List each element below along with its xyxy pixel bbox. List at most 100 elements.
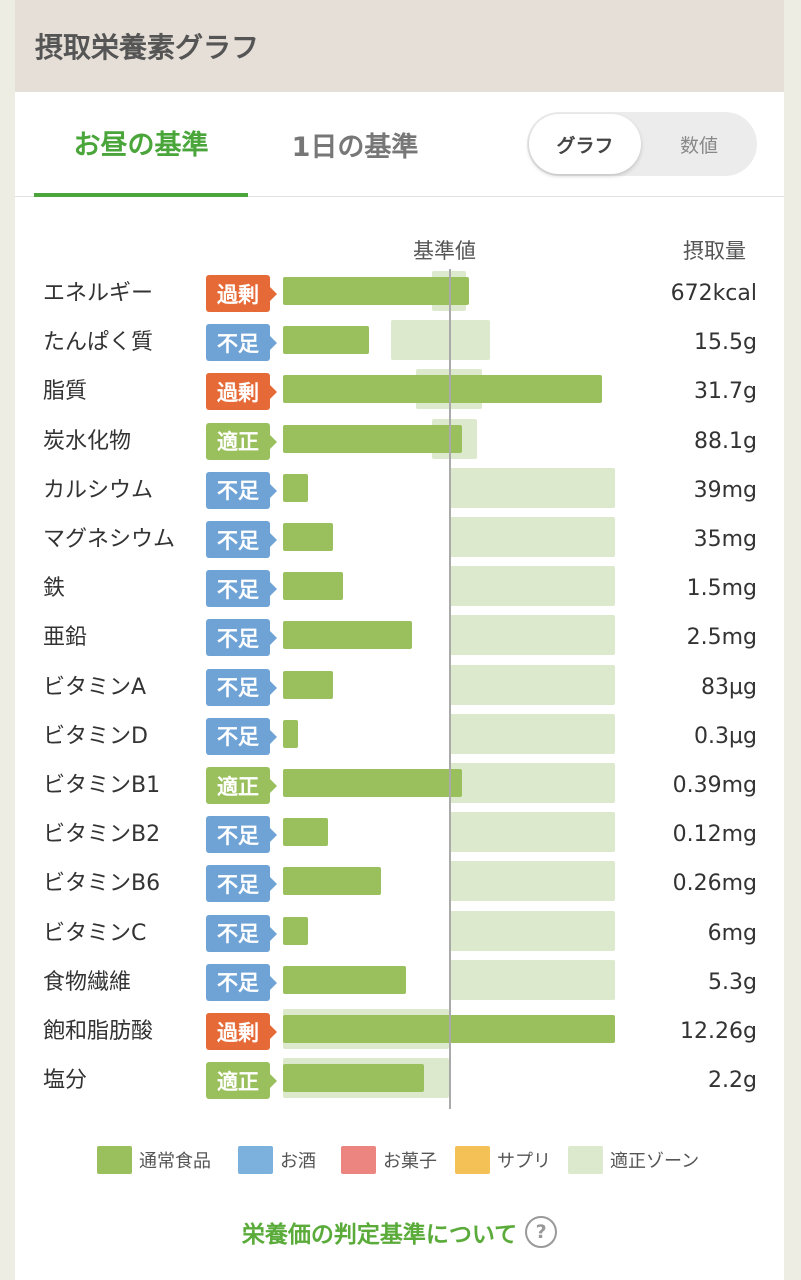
intake-bar <box>283 424 463 453</box>
intake-bar <box>283 326 370 355</box>
legend-item: お酒 <box>238 1143 316 1177</box>
intake-bar <box>283 965 406 994</box>
legend-item: 通常食品 <box>97 1143 211 1177</box>
status-badge: 適正 <box>206 767 277 804</box>
criteria-link[interactable]: 栄養価の判定基準について ? <box>15 1210 784 1254</box>
intake-bar <box>283 818 328 847</box>
view-toggle: グラフ 数値 <box>527 112 757 176</box>
intake-amount: 1.5mg <box>686 576 757 602</box>
status-badge: 不足 <box>206 717 277 755</box>
status-badge: 不足 <box>206 324 277 362</box>
intake-bar <box>283 473 308 502</box>
nutrient-row: ビタミンB2 不足 0.12mg <box>15 810 784 859</box>
intake-amount: 15.5g <box>694 330 757 356</box>
intake-amount: 6mg <box>707 920 757 946</box>
legend-label: 適正ゾーン <box>610 1151 700 1172</box>
question-circle-icon[interactable]: ? <box>525 1216 558 1248</box>
nutrient-row: ビタミンB1 適正 0.39mg <box>15 761 784 810</box>
nutrient-name: ビタミンC <box>43 920 147 946</box>
legend-swatch <box>97 1146 132 1174</box>
status-badge: 過剰 <box>206 1013 277 1050</box>
nutrient-name: 塩分 <box>43 1068 88 1094</box>
legend-label: 通常食品 <box>139 1151 211 1172</box>
proper-zone-band <box>449 615 615 656</box>
proper-zone-band <box>449 763 615 803</box>
proper-zone-band <box>449 517 615 557</box>
nutrient-row: ビタミンA 不足 83µg <box>15 663 784 712</box>
legend-item: お菓子 <box>341 1143 437 1177</box>
nutrient-row: 亜鉛 不足 2.5mg <box>15 613 784 662</box>
tab-bar: お昼の基準 1日の基準 グラフ 数値 <box>15 92 784 197</box>
intake-amount: 0.26mg <box>672 871 757 897</box>
tab-lunch-standard[interactable]: お昼の基準 <box>34 92 248 197</box>
legend-item: 適正ゾーン <box>568 1143 699 1177</box>
status-badge: 不足 <box>206 816 277 854</box>
status-badge: 不足 <box>206 865 277 903</box>
intake-amount: 0.39mg <box>672 773 757 798</box>
nutrient-row: マグネシウム 不足 35mg <box>15 515 784 564</box>
nutrient-name: ビタミンB1 <box>43 773 161 798</box>
intake-amount: 672kcal <box>670 281 757 306</box>
legend-label: サプリ <box>497 1151 551 1172</box>
proper-zone-band <box>449 713 615 754</box>
nutrient-name: ビタミンB2 <box>43 822 161 848</box>
intake-bar <box>283 769 463 797</box>
nutrient-row: 脂質 過剰 31.7g <box>15 367 784 416</box>
nutrient-name: たんぱく質 <box>43 330 154 356</box>
card-header: 摂取栄養素グラフ <box>15 0 784 92</box>
nutrient-name: 亜鉛 <box>43 625 88 651</box>
nutrient-graph-card: 摂取栄養素グラフ お昼の基準 1日の基準 グラフ 数値 基準値 摂取量 エネルギ… <box>15 0 784 1280</box>
intake-bar <box>283 277 469 305</box>
status-badge: 不足 <box>206 963 277 1001</box>
nutrient-row: 飽和脂肪酸 過剰 12.26g <box>15 1007 784 1056</box>
intake-bar <box>283 572 343 601</box>
nutrient-row: エネルギー 過剰 672kcal <box>15 269 784 318</box>
status-badge: 不足 <box>206 619 277 657</box>
nutrient-row: ビタミンC 不足 6mg <box>15 909 784 958</box>
nutrient-row: 塩分 適正 2.2g <box>15 1056 784 1105</box>
proper-zone-band <box>390 320 491 361</box>
intake-amount: 0.3µg <box>694 723 757 749</box>
nutrient-name: 鉄 <box>43 576 66 602</box>
intake-amount: 39mg <box>693 477 757 503</box>
nutrient-name: カルシウム <box>43 477 154 503</box>
nutrient-name: ビタミンA <box>43 674 147 700</box>
tab-daily-standard[interactable]: 1日の基準 <box>291 132 419 163</box>
toggle-graph-button[interactable]: グラフ <box>529 114 641 174</box>
nutrient-row: 鉄 不足 1.5mg <box>15 564 784 613</box>
intake-bar <box>283 867 381 896</box>
nutrient-name: ビタミンD <box>43 723 148 749</box>
nutrient-name: エネルギー <box>43 281 154 306</box>
status-badge: 不足 <box>206 471 277 509</box>
intake-bar <box>283 621 413 650</box>
intake-bar <box>283 375 602 404</box>
nutrient-row: たんぱく質 不足 15.5g <box>15 318 784 367</box>
reference-line <box>449 269 451 1109</box>
nutrient-row: 炭水化物 適正 88.1g <box>15 417 784 466</box>
intake-bar <box>283 719 298 748</box>
proper-zone-band <box>449 959 615 1000</box>
nutrient-name: 炭水化物 <box>43 428 132 454</box>
legend-label: お菓子 <box>383 1151 437 1172</box>
intake-column-header: 摂取量 <box>683 239 746 263</box>
intake-amount: 35mg <box>693 527 757 552</box>
legend-swatch <box>455 1146 490 1174</box>
intake-amount: 31.7g <box>694 379 757 405</box>
legend-swatch <box>568 1146 603 1174</box>
reference-column-header: 基準値 <box>413 239 476 263</box>
status-badge: 不足 <box>206 914 277 952</box>
intake-amount: 2.2g <box>708 1068 757 1094</box>
status-badge: 不足 <box>206 521 277 558</box>
toggle-value-button[interactable]: 数値 <box>679 134 718 157</box>
status-badge: 過剰 <box>206 275 277 312</box>
intake-bar <box>283 1064 425 1093</box>
proper-zone-band <box>449 812 615 853</box>
legend-swatch <box>238 1146 273 1174</box>
intake-bar <box>283 916 308 945</box>
criteria-link-label: 栄養価の判定基準について <box>241 1222 518 1248</box>
legend-label: お酒 <box>280 1151 316 1172</box>
proper-zone-band <box>449 566 615 607</box>
proper-zone-band <box>449 664 615 705</box>
nutrient-row: ビタミンB6 不足 0.26mg <box>15 859 784 908</box>
status-badge: 不足 <box>206 668 277 706</box>
